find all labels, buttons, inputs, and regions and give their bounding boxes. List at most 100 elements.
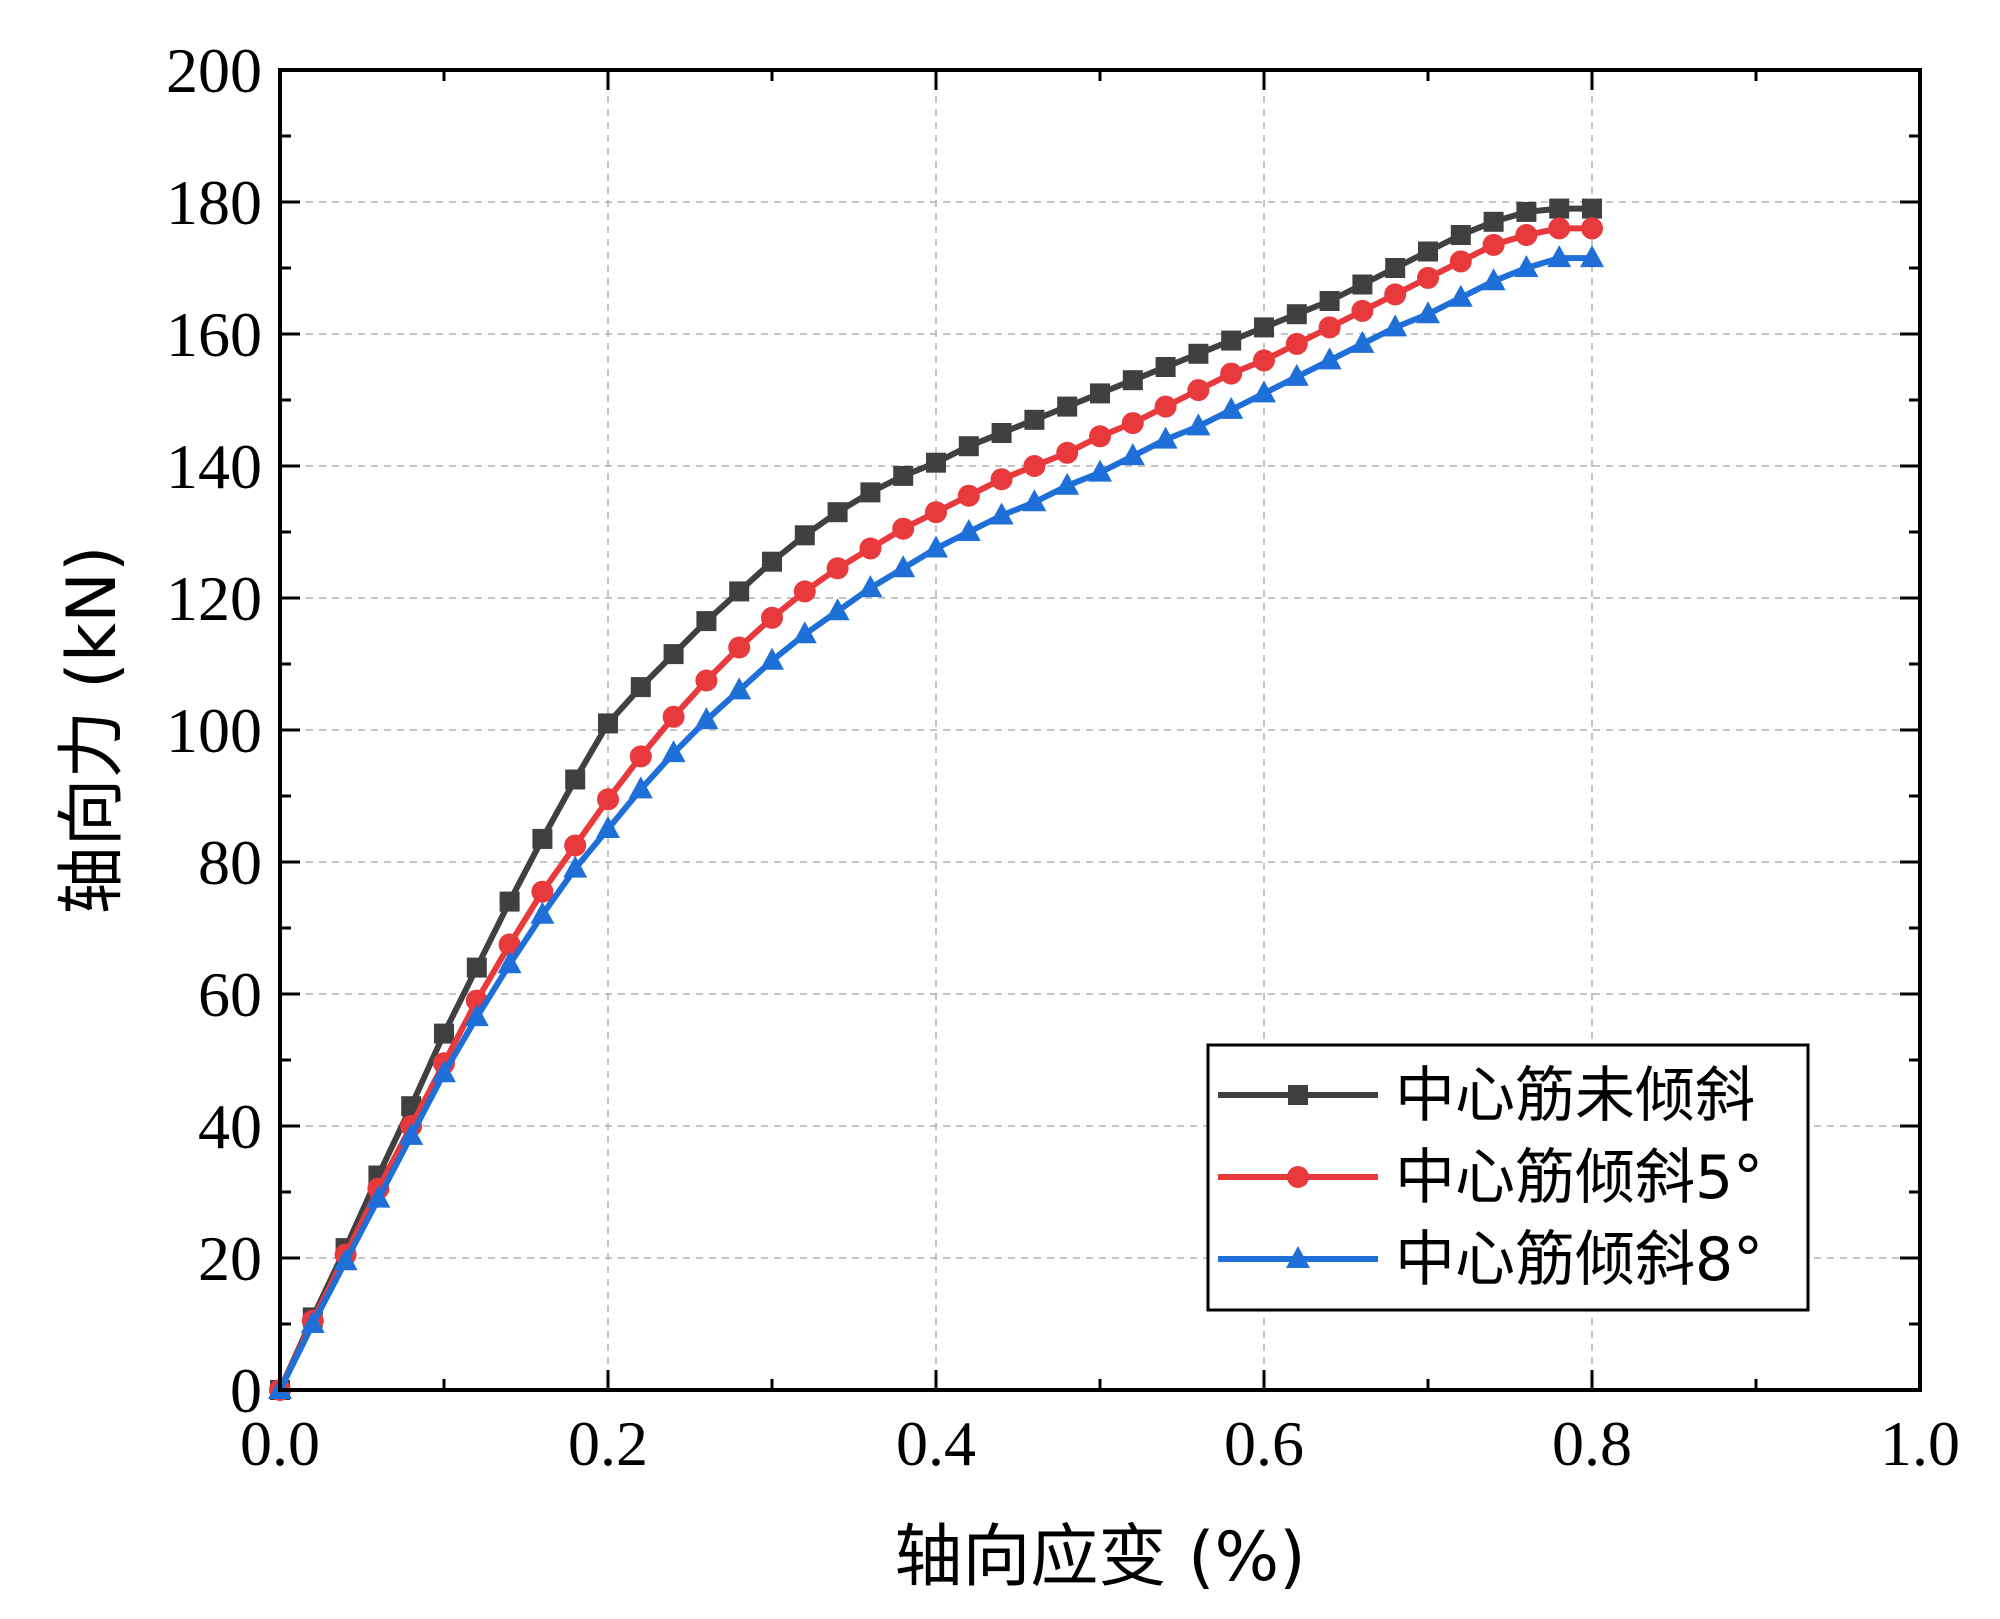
- x-tick-label: 1.0: [1880, 1408, 1960, 1479]
- data-point: [498, 933, 521, 956]
- data-point: [727, 677, 752, 700]
- data-point: [760, 647, 784, 670]
- data-point: [926, 452, 946, 473]
- data-point: [1483, 211, 1504, 232]
- data-point: [695, 669, 718, 692]
- data-point: [729, 581, 750, 602]
- data-point: [891, 555, 916, 578]
- data-point: [1448, 284, 1473, 307]
- data-point: [762, 551, 782, 572]
- data-point: [432, 1060, 456, 1083]
- data-point: [1254, 317, 1274, 338]
- data-point: [1090, 383, 1110, 404]
- data-point: [1252, 380, 1276, 403]
- data-point: [893, 465, 914, 486]
- x-tick-label: 0.4: [896, 1408, 976, 1479]
- data-point: [1580, 245, 1604, 268]
- data-point: [958, 436, 979, 457]
- data-point: [924, 535, 948, 558]
- data-point: [793, 580, 816, 603]
- data-point: [956, 519, 981, 541]
- data-point: [1319, 291, 1340, 311]
- y-tick-label: 40: [198, 1091, 262, 1162]
- data-point: [858, 575, 883, 598]
- data-point: [1547, 245, 1572, 268]
- x-tick-label: 0.8: [1552, 1408, 1632, 1479]
- data-point: [598, 713, 618, 734]
- data-point: [1383, 314, 1408, 337]
- data-point: [1220, 362, 1243, 385]
- data-point: [630, 677, 651, 698]
- data-point: [1188, 343, 1209, 364]
- legend-item: 中心筋倾斜8°: [1218, 1225, 1763, 1295]
- y-tick-label: 200: [166, 35, 262, 106]
- data-point: [1351, 299, 1374, 322]
- data-point: [991, 423, 1012, 443]
- legend-marker: [1286, 1246, 1310, 1268]
- data-point: [1317, 347, 1342, 370]
- axis-ticks: [278, 68, 1922, 1392]
- y-axis-title: 轴向力 (kN): [53, 546, 132, 915]
- x-tick-label: 0.2: [568, 1408, 648, 1479]
- data-point: [696, 611, 717, 632]
- data-point: [564, 834, 587, 857]
- data-point: [1155, 357, 1176, 377]
- data-point: [1121, 412, 1144, 435]
- data-point: [466, 957, 487, 978]
- data-point: [1581, 217, 1603, 240]
- data-point: [366, 1185, 391, 1208]
- data-point: [1120, 443, 1145, 466]
- data-point: [434, 1023, 454, 1044]
- data-point: [1318, 316, 1341, 339]
- data-point: [1056, 441, 1079, 464]
- data-point: [1024, 409, 1045, 430]
- data-point: [497, 951, 522, 974]
- data-point: [1187, 379, 1210, 402]
- data-point: [1482, 233, 1505, 256]
- data-point: [1449, 250, 1472, 273]
- y-tick-label: 120: [166, 563, 262, 634]
- data-point: [1055, 472, 1080, 495]
- data-point: [499, 891, 520, 912]
- data-point: [826, 557, 849, 580]
- x-tick-label: 0.6: [1224, 1408, 1304, 1479]
- y-tick-label: 80: [198, 827, 262, 898]
- data-point: [1186, 413, 1211, 436]
- data-point: [1122, 370, 1143, 391]
- data-point: [661, 740, 686, 763]
- y-tick-label: 100: [166, 695, 262, 766]
- data-point: [565, 769, 586, 790]
- series-2: [269, 217, 1603, 1401]
- legend-marker: [1287, 1166, 1309, 1188]
- data-point: [1515, 224, 1538, 246]
- data-point: [728, 636, 751, 659]
- data-point: [1286, 304, 1307, 325]
- data-point: [1514, 255, 1539, 277]
- data-point: [1219, 396, 1244, 419]
- data-point: [663, 644, 684, 665]
- data-point: [333, 1248, 358, 1271]
- data-point: [694, 707, 719, 730]
- data-point: [1350, 330, 1375, 353]
- data-point: [1089, 425, 1111, 448]
- data-point: [300, 1311, 325, 1333]
- data-point: [794, 525, 815, 546]
- data-point: [596, 816, 620, 838]
- data-point: [825, 598, 850, 621]
- data-point: [761, 606, 783, 629]
- legend-marker: [1288, 1085, 1308, 1105]
- data-point: [1385, 258, 1406, 278]
- y-tick-label: 180: [166, 167, 262, 238]
- data-point: [1416, 301, 1440, 324]
- data-point: [1516, 201, 1537, 222]
- data-point: [860, 482, 881, 503]
- data-point: [792, 621, 817, 644]
- data-point: [1057, 396, 1078, 417]
- data-point: [925, 501, 947, 524]
- legend-item: 中心筋倾斜5°: [1218, 1143, 1763, 1213]
- legend-label: 中心筋倾斜5°: [1395, 1143, 1763, 1213]
- data-point: [628, 776, 653, 799]
- data-point: [399, 1122, 424, 1145]
